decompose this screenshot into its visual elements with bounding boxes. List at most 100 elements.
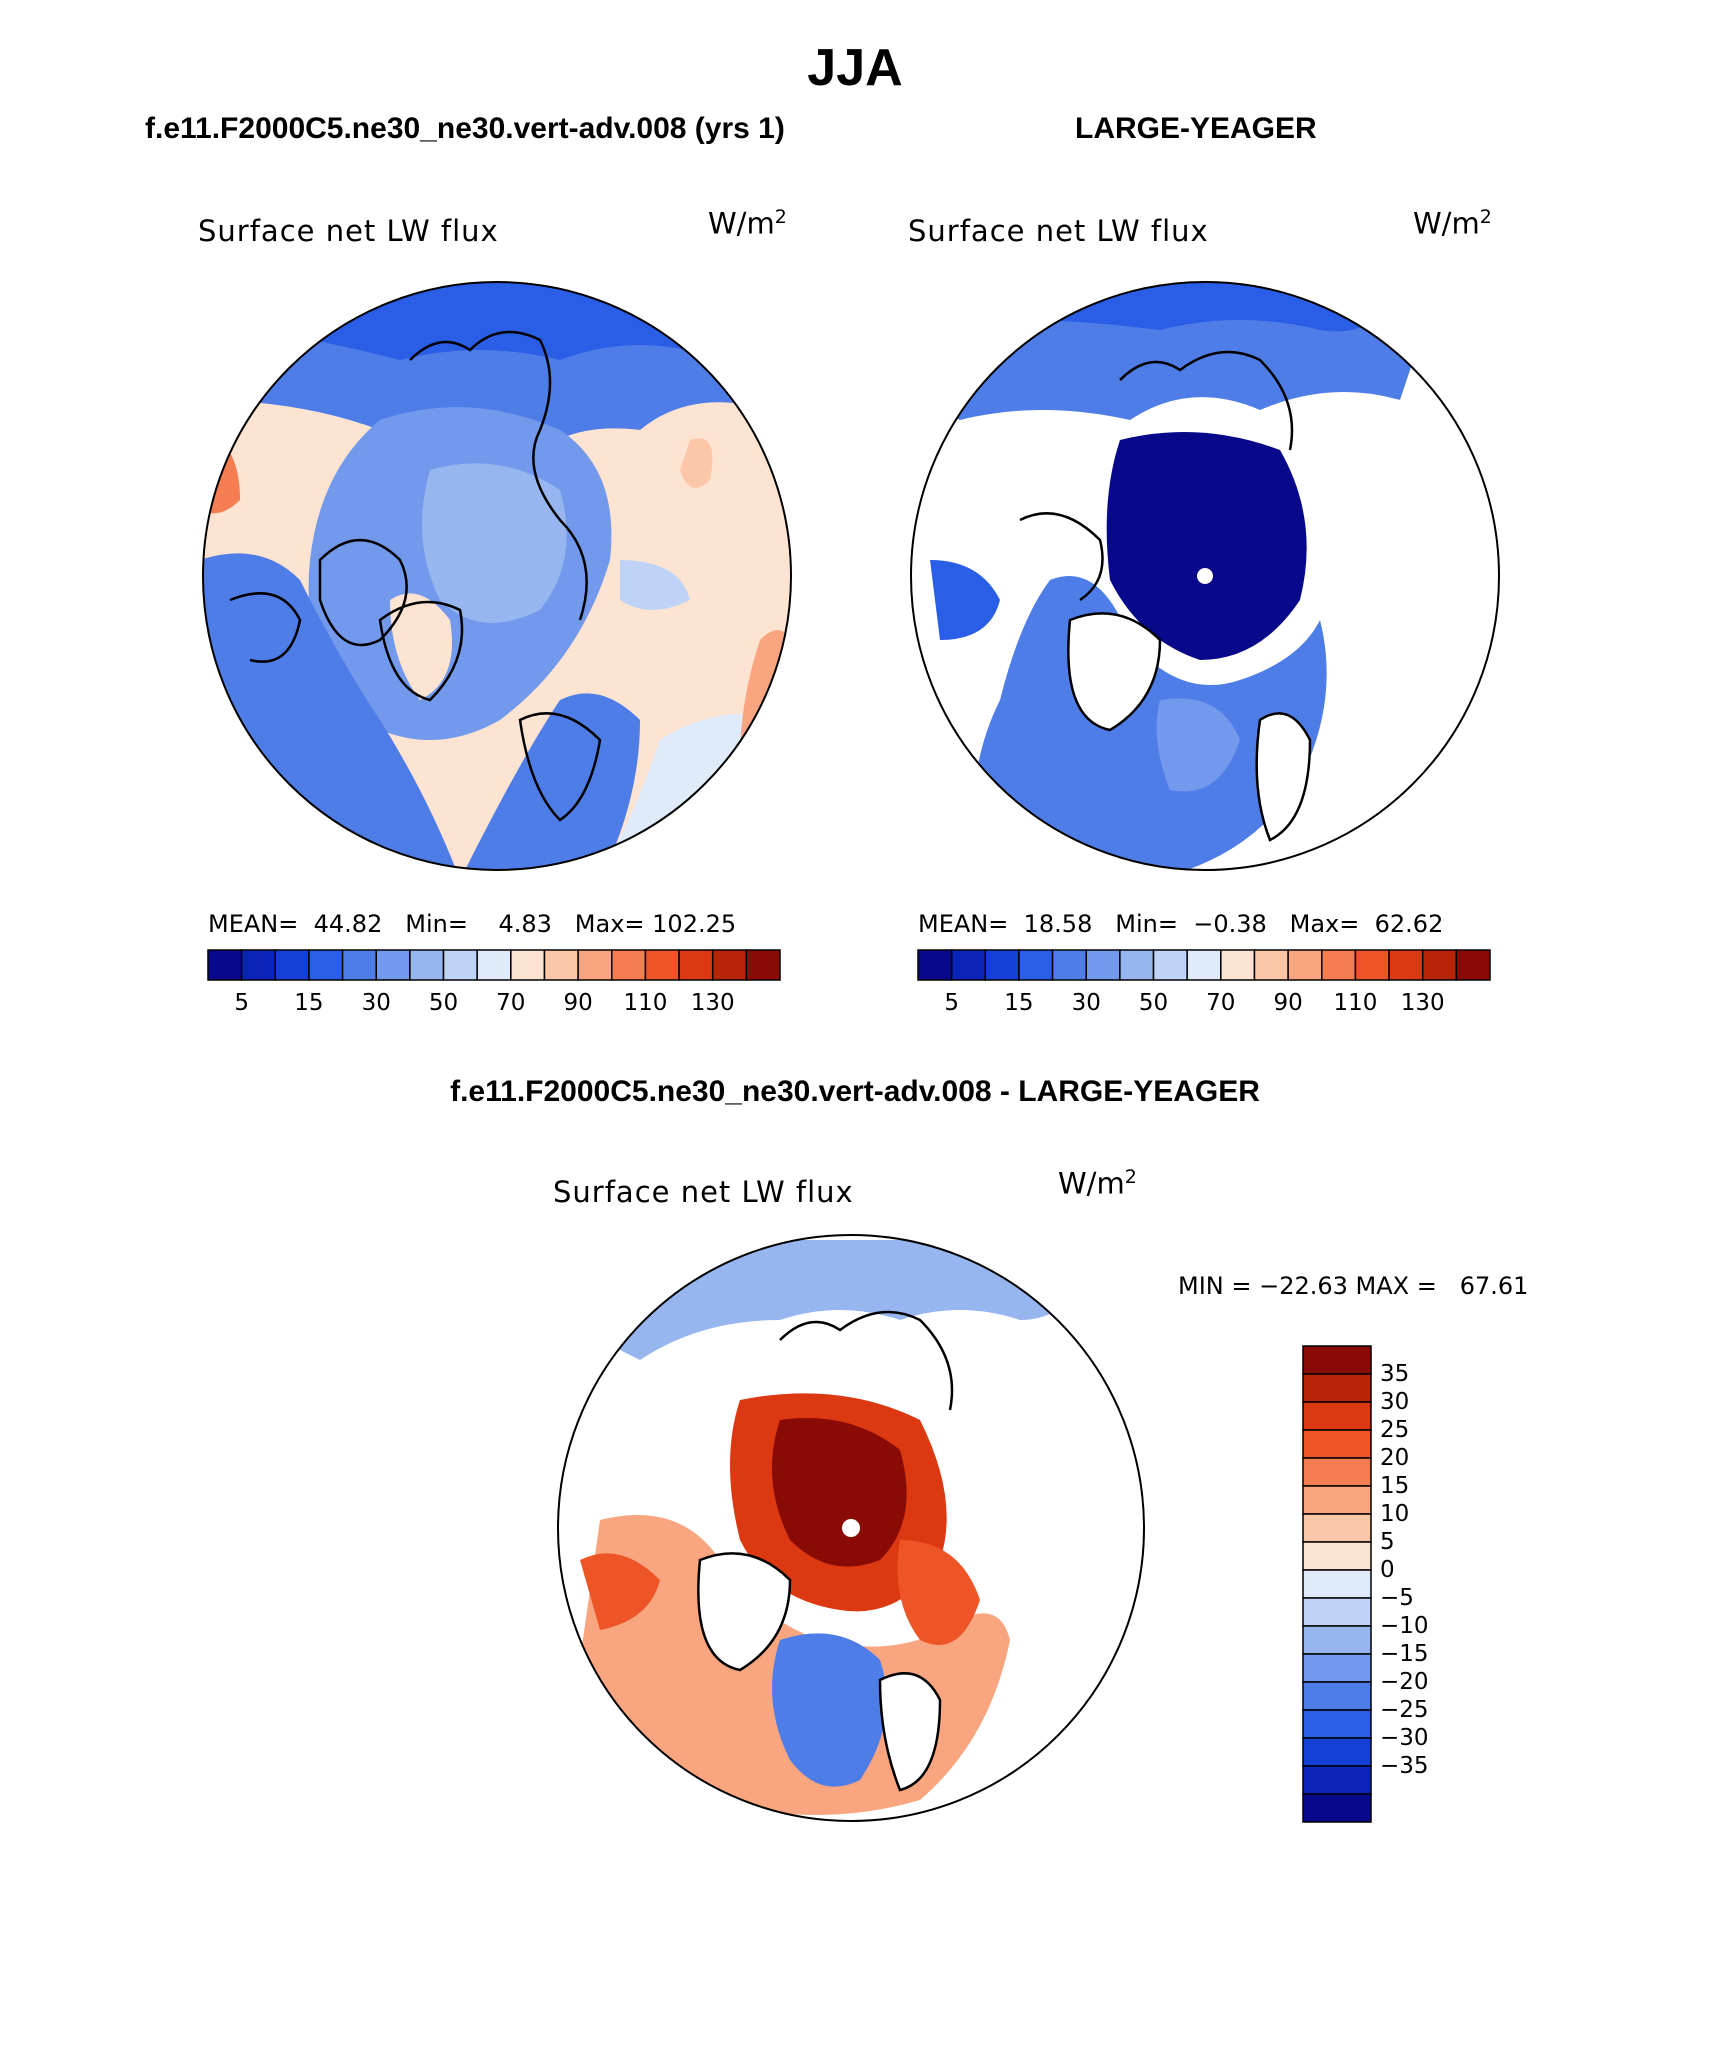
difference-colorbar-swatch xyxy=(1302,1401,1372,1431)
right-colorbar-swatch xyxy=(950,949,987,981)
difference-colorbar-swatch xyxy=(1302,1793,1372,1823)
panel-right-variable-label: Surface net LW flux xyxy=(908,214,1209,248)
right-colorbar-swatch xyxy=(1051,949,1087,981)
difference-colorbar-swatch xyxy=(1302,1513,1372,1543)
difference-colorbar-tick-label: 20 xyxy=(1380,1445,1410,1471)
difference-colorbar-swatch xyxy=(1302,1765,1372,1795)
difference-colorbar-tick-label: 25 xyxy=(1380,1417,1410,1443)
panel-right-subtitle: LARGE-YEAGER xyxy=(1075,112,1317,145)
left-colorbar-swatch xyxy=(543,949,579,981)
right-colorbar-swatch xyxy=(1220,949,1256,981)
left-colorbar-tick-label: 15 xyxy=(294,990,324,1016)
right-colorbar-swatch xyxy=(1119,949,1155,981)
difference-colorbar-tick-label: −10 xyxy=(1380,1613,1429,1639)
difference-colorbar-tick-label: 35 xyxy=(1380,1361,1410,1387)
right-colorbar-swatch xyxy=(1287,949,1323,981)
left-colorbar-swatch xyxy=(274,949,310,981)
left-colorbar-swatch xyxy=(375,949,411,981)
difference-colorbar-tick-label: 5 xyxy=(1380,1529,1395,1555)
difference-colorbar-swatch xyxy=(1302,1541,1372,1571)
difference-units: W/m2 xyxy=(1058,1166,1137,1201)
left-colorbar-tick-label: 90 xyxy=(563,990,593,1016)
difference-colorbar-swatch xyxy=(1302,1737,1372,1767)
right-colorbar-swatch xyxy=(1085,949,1121,981)
panel-right-colorbar-ticks: 5 15 30 50 70 90 110 130 xyxy=(918,990,1490,1020)
left-colorbar-swatch xyxy=(711,949,748,981)
right-colorbar-swatch xyxy=(1253,949,1289,981)
difference-colorbar-swatch xyxy=(1302,1569,1372,1599)
panel-right-units: W/m2 xyxy=(1413,206,1492,241)
difference-colorbar-swatch xyxy=(1302,1597,1372,1627)
difference-colorbar-swatch xyxy=(1302,1653,1372,1683)
right-colorbar-swatch xyxy=(1321,949,1357,981)
left-colorbar-swatch xyxy=(577,949,613,981)
left-colorbar-swatch xyxy=(476,949,512,981)
right-colorbar-tick-label: 50 xyxy=(1138,990,1169,1016)
left-colorbar-swatch xyxy=(678,949,714,981)
difference-colorbar-swatch xyxy=(1302,1429,1372,1459)
main-title: JJA xyxy=(807,39,903,97)
left-colorbar-tick-label: 70 xyxy=(496,990,526,1016)
right-colorbar-swatch xyxy=(917,949,953,981)
difference-colorbar-tick-label: 15 xyxy=(1380,1473,1410,1499)
panel-right-map xyxy=(911,282,1499,870)
right-colorbar-swatch xyxy=(1186,949,1222,981)
difference-colorbar-tick-label: −30 xyxy=(1380,1725,1429,1751)
panel-right-colorbar xyxy=(917,949,1491,981)
right-colorbar-swatch xyxy=(984,949,1020,981)
panel-left-colorbar xyxy=(207,949,781,981)
left-colorbar-tick-label: 5 xyxy=(234,990,249,1016)
panel-right-stats: MEAN= 18.58 Min= −0.38 Max= 62.62 xyxy=(918,910,1444,938)
left-colorbar-swatch xyxy=(510,949,546,981)
panel-left-stats: MEAN= 44.82 Min= 4.83 Max= 102.25 xyxy=(208,910,737,938)
difference-colorbar-tick-label: −5 xyxy=(1380,1585,1414,1611)
difference-colorbar-ticks: 35 30 25 20 15 10 5 0 −5 −10 −15 −20 −25 −30 −35 xyxy=(1380,1346,1460,1822)
right-colorbar-tick-label: 90 xyxy=(1273,990,1303,1016)
left-colorbar-swatch xyxy=(442,949,478,981)
panel-left-subtitle: f.e11.F2000C5.ne30_ne30.vert-adv.008 (yr… xyxy=(145,112,785,145)
panel-left-map xyxy=(203,282,791,870)
right-colorbar-tick-label: 15 xyxy=(1004,990,1034,1016)
difference-colorbar-tick-label: −20 xyxy=(1380,1669,1429,1695)
left-colorbar-tick-label: 50 xyxy=(428,990,459,1016)
difference-map xyxy=(558,1235,1144,1821)
right-colorbar-swatch xyxy=(1421,949,1458,981)
panel-left-units: W/m2 xyxy=(708,206,787,241)
left-colorbar-swatch xyxy=(341,949,377,981)
difference-colorbar-swatch xyxy=(1302,1457,1372,1487)
difference-colorbar-swatch xyxy=(1302,1709,1372,1739)
left-colorbar-tick-label: 110 xyxy=(623,990,668,1016)
right-colorbar-swatch xyxy=(1018,949,1054,981)
difference-variable-label: Surface net LW flux xyxy=(553,1175,854,1209)
difference-colorbar-swatch xyxy=(1302,1345,1372,1375)
panel-left-variable-label: Surface net LW flux xyxy=(198,214,499,248)
difference-colorbar-tick-label: 10 xyxy=(1380,1501,1410,1527)
right-colorbar-tick-label: 30 xyxy=(1071,990,1101,1016)
right-colorbar-tick-label: 5 xyxy=(944,990,959,1016)
difference-colorbar-swatch xyxy=(1302,1625,1372,1655)
difference-colorbar-tick-label: −25 xyxy=(1380,1697,1429,1723)
difference-colorbar-tick-label: 30 xyxy=(1380,1389,1410,1415)
left-colorbar-swatch xyxy=(207,949,243,981)
right-colorbar-tick-label: 130 xyxy=(1400,990,1445,1016)
left-colorbar-swatch xyxy=(409,949,445,981)
left-colorbar-tick-label: 30 xyxy=(361,990,391,1016)
difference-colorbar-swatch xyxy=(1302,1373,1372,1403)
right-colorbar-tick-label: 110 xyxy=(1333,990,1378,1016)
difference-colorbar-swatch xyxy=(1302,1681,1372,1711)
difference-colorbar-tick-label: −15 xyxy=(1380,1641,1429,1667)
left-colorbar-swatch xyxy=(308,949,344,981)
right-colorbar-swatch xyxy=(1152,949,1188,981)
left-colorbar-swatch xyxy=(644,949,680,981)
right-colorbar-tick-label: 70 xyxy=(1206,990,1236,1016)
panel-left-colorbar-ticks: 5 15 30 50 70 90 110 130 xyxy=(208,990,780,1020)
difference-colorbar-tick-label: −35 xyxy=(1380,1753,1429,1779)
difference-colorbar-swatch xyxy=(1302,1485,1372,1515)
difference-minmax: MIN = −22.63 MAX = 67.61 xyxy=(1178,1272,1529,1300)
difference-colorbar xyxy=(1302,1345,1372,1823)
left-colorbar-tick-label: 130 xyxy=(690,990,735,1016)
difference-colorbar-tick-label: 0 xyxy=(1380,1557,1395,1583)
right-colorbar-swatch xyxy=(1354,949,1390,981)
right-colorbar-swatch xyxy=(1455,949,1491,981)
